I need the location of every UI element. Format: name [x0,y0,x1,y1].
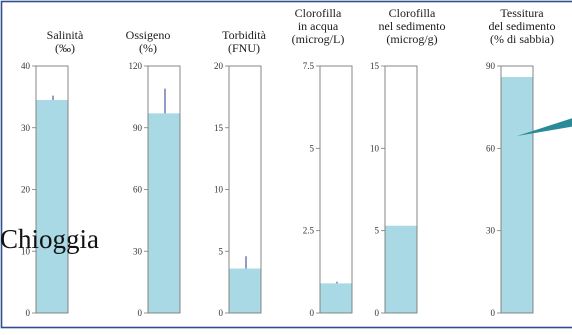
data-bar [148,113,180,313]
y-tick-label: 20 [21,185,31,195]
data-bar [501,77,533,313]
chart-frame [2,2,572,328]
panel-title-line: Ossigeno [126,28,171,42]
panel-title-line: (FNU) [228,41,260,55]
panel-title-line: in acqua [298,19,339,33]
panel-title-line: del sedimento [489,19,556,33]
y-tick-label: 5 [219,246,224,256]
panel-title-line: (‰) [55,41,75,55]
y-tick-label: 0 [219,308,224,318]
y-tick-label: 5 [310,143,315,153]
y-tick-label: 60 [133,185,143,195]
y-tick-label: 90 [133,123,143,133]
y-tick-label: 0 [138,308,143,318]
panel-title-line: Tessitura [500,6,544,20]
panel-title-line: nel sedimento [379,19,446,33]
data-bar [385,226,417,313]
y-tick-label: 30 [486,226,496,236]
y-tick-label: 15 [214,123,224,133]
y-tick-label: 40 [21,61,31,71]
y-tick-label: 10 [370,143,380,153]
data-bar [36,100,68,313]
y-tick-label: 30 [21,123,31,133]
station-label: Chioggia [0,226,99,253]
y-tick-label: 0 [310,308,315,318]
panel-title-line: Clorofilla [389,6,436,20]
y-tick-label: 90 [486,61,496,71]
data-bar [320,283,352,313]
y-tick-label: 0 [491,308,496,318]
data-bar [229,269,261,313]
panel-title-line: Salinità [47,28,84,42]
panel-box [320,66,352,313]
y-tick-label: 15 [370,61,380,71]
panel-title-line: (%) [139,41,157,55]
y-tick-label: 5 [375,226,380,236]
y-tick-label: 0 [26,308,31,318]
y-tick-label: 120 [129,61,143,71]
y-tick-label: 2.5 [303,226,315,236]
panel-title-line: (microg/g) [386,32,437,46]
y-tick-label: 7.5 [303,61,315,71]
panel-title-line: Torbidità [222,28,266,42]
panel-title-line: (% di sabbia) [490,32,554,46]
y-tick-label: 10 [214,185,224,195]
y-tick-label: 0 [375,308,380,318]
y-tick-label: 60 [486,143,496,153]
panel-title-line: Clorofilla [295,6,342,20]
panel-title-line: (microg/L) [292,32,345,46]
y-tick-label: 30 [133,246,143,256]
y-tick-label: 20 [214,61,224,71]
